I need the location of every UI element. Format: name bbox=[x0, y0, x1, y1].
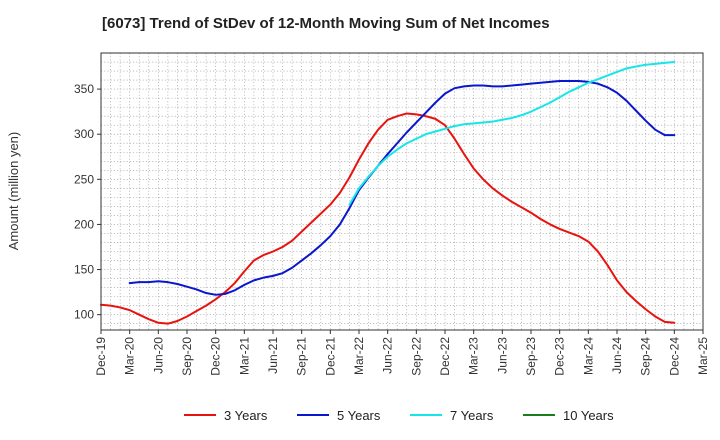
x-tick-label: Sep-24 bbox=[639, 337, 653, 376]
x-tick-label: Sep-21 bbox=[295, 337, 309, 376]
x-tick-label: Sep-23 bbox=[524, 337, 538, 376]
y-tick-label: 250 bbox=[74, 172, 94, 186]
x-tick-label: Sep-20 bbox=[180, 337, 194, 376]
legend-label-7-years: 7 Years bbox=[450, 408, 494, 423]
x-tick-label: Dec-19 bbox=[94, 337, 108, 376]
x-axis-ticks: Dec-19 Mar-20 Jun-20 Sep-20 Dec-20 Mar-21 Jun-… bbox=[94, 330, 710, 376]
plot-frame bbox=[100, 52, 704, 331]
series-line-5-years bbox=[128, 79, 676, 296]
x-tick-label: Mar-25 bbox=[696, 337, 710, 375]
y-tick-label: 200 bbox=[74, 217, 94, 231]
x-tick-label: Dec-21 bbox=[323, 337, 337, 376]
legend-label-3-years: 3 Years bbox=[224, 408, 268, 423]
y-tick-label: 300 bbox=[74, 127, 94, 141]
x-tick-label: Jun-23 bbox=[495, 337, 509, 374]
x-tick-label: Jun-22 bbox=[381, 337, 395, 374]
x-tick-label: Jun-20 bbox=[151, 337, 165, 374]
legend: 3 Years 5 Years 7 Years 10 Years bbox=[184, 408, 614, 423]
x-tick-label: Sep-22 bbox=[409, 337, 423, 376]
x-tick-label: Mar-22 bbox=[352, 337, 366, 375]
series-line-3-years bbox=[100, 112, 676, 325]
y-tick-label: 350 bbox=[74, 82, 94, 96]
grid-lines bbox=[101, 53, 703, 330]
x-tick-label: Dec-24 bbox=[667, 337, 681, 376]
series-line-7-years bbox=[348, 61, 676, 206]
x-tick-label: Dec-23 bbox=[553, 337, 567, 376]
y-tick-label: 100 bbox=[74, 308, 94, 322]
x-tick-label: Jun-21 bbox=[266, 337, 280, 374]
x-tick-label: Mar-23 bbox=[467, 337, 481, 375]
plot-background bbox=[101, 53, 703, 330]
x-tick-label: Mar-24 bbox=[581, 337, 595, 375]
x-tick-label: Jun-24 bbox=[610, 337, 624, 374]
x-tick-label: Dec-20 bbox=[209, 337, 223, 376]
x-tick-label: Mar-21 bbox=[237, 337, 251, 375]
legend-label-5-years: 5 Years bbox=[337, 408, 381, 423]
y-axis-title: Amount (million yen) bbox=[6, 132, 21, 251]
y-axis-ticks: 100 150 200 250 300 350 bbox=[74, 82, 101, 322]
legend-label-10-years: 10 Years bbox=[563, 408, 614, 423]
chart-title: [6073] Trend of StDev of 12-Month Moving… bbox=[102, 15, 550, 32]
x-tick-label: Mar-20 bbox=[123, 337, 137, 375]
y-tick-label: 150 bbox=[74, 263, 94, 277]
x-tick-label: Dec-22 bbox=[438, 337, 452, 376]
series-lines bbox=[100, 61, 676, 325]
